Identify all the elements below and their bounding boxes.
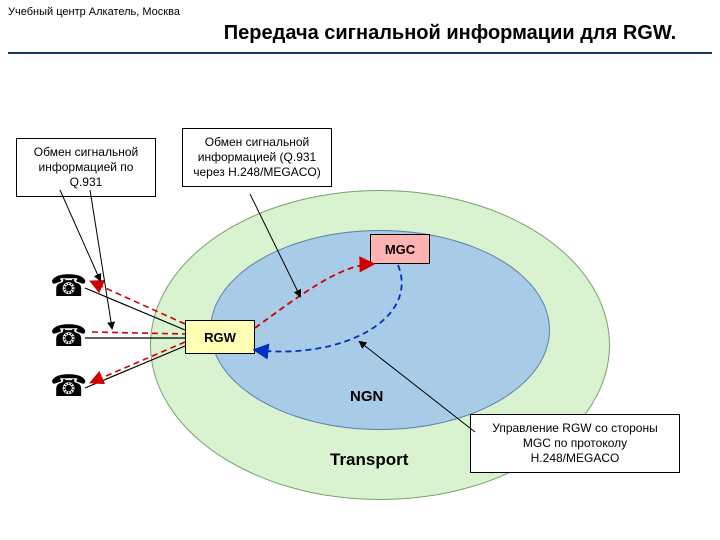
diagram-stage: Transport NGN MGC RGW ☎ ☎ ☎ Обмен сигнал…: [0, 60, 720, 540]
transport-label: Transport: [330, 450, 408, 470]
ngn-label: NGN: [350, 388, 383, 405]
rgw-node-label: RGW: [204, 330, 236, 345]
header-org: Учебный центр Алкатель, Москва: [8, 6, 180, 18]
phone-icon: ☎: [50, 372, 87, 402]
callout-h248: Обмен сигнальной информацией (Q.931 чере…: [182, 128, 332, 187]
phone-icon: ☎: [50, 272, 87, 302]
callout-mgc-control: Управление RGW со стороны MGC по протоко…: [470, 414, 680, 473]
page-title: Передача сигнальной информации для RGW.: [0, 22, 720, 45]
mgc-node-label: MGC: [385, 242, 415, 257]
callout-q931: Обмен сигнальной информацией по Q.931: [16, 138, 156, 197]
mgc-node: MGC: [370, 234, 430, 264]
phone-icon: ☎: [50, 322, 87, 352]
rgw-node: RGW: [185, 320, 255, 354]
title-divider: [8, 52, 712, 54]
